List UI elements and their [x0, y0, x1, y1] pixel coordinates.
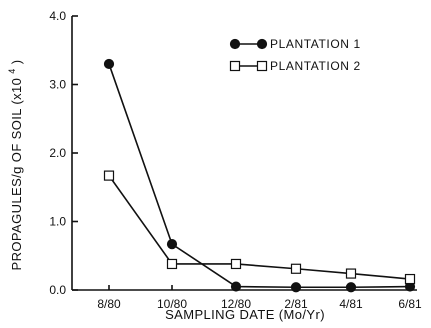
x-axis-title: SAMPLING DATE (Mo/Yr): [165, 307, 325, 322]
legend: PLANTATION 1 PLANTATION 2: [229, 37, 361, 73]
x-tick-label: 4/81: [339, 297, 363, 311]
data-point-plantation-1: [230, 281, 242, 292]
legend-marker-plantation-2-left: [229, 60, 241, 72]
data-point-plantation-2: [103, 170, 115, 181]
legend-entry-plantation-1: PLANTATION 1: [229, 37, 361, 51]
y-tick-label: 4.0: [49, 9, 66, 23]
y-axis-ticks: 0.0 1.0 2.0 3.0 4.0: [49, 9, 78, 297]
y-axis-title-main: PROPAGULES/g OF SOIL (x10: [9, 78, 24, 271]
data-point-plantation-2: [230, 258, 242, 270]
series-layer: [103, 58, 416, 293]
y-tick-label: 3.0: [49, 78, 66, 92]
x-tick-label: 6/81: [398, 297, 422, 311]
x-tick-label: 12/80: [221, 297, 251, 311]
x-tick-label: 8/80: [97, 297, 121, 311]
y-tick-label: 2.0: [49, 146, 66, 160]
legend-marker-plantation-2-right: [256, 60, 268, 72]
data-point-plantation-2: [345, 268, 357, 279]
y-axis-title: PROPAGULES/g OF SOIL (x10 4 ): [3, 60, 24, 271]
legend-marker-plantation-1-right: [256, 38, 268, 50]
y-axis-title-exponent: 4: [7, 68, 17, 73]
data-point-plantation-1: [166, 239, 178, 250]
y-tick-label: 0.0: [49, 283, 66, 297]
x-tick-label: 10/80: [157, 297, 187, 311]
data-point-plantation-2: [404, 273, 416, 285]
legend-entry-plantation-2: PLANTATION 2: [229, 59, 361, 73]
data-point-plantation-1: [103, 58, 115, 70]
legend-label-plantation-2: PLANTATION 2: [270, 59, 361, 73]
data-point-plantation-1: [345, 282, 357, 293]
data-point-plantation-2: [290, 263, 302, 274]
x-tick-label: 2/81: [284, 297, 308, 311]
y-tick-label: 1.0: [49, 215, 66, 229]
legend-marker-plantation-1-left: [229, 38, 241, 50]
series-line-plantation-2: [108, 175, 411, 280]
series-line-plantation-1: [108, 63, 411, 289]
y-axis-title-tail: ): [9, 60, 24, 65]
legend-label-plantation-1: PLANTATION 1: [270, 37, 361, 51]
data-point-plantation-1: [290, 282, 302, 293]
data-point-plantation-2: [166, 258, 178, 270]
